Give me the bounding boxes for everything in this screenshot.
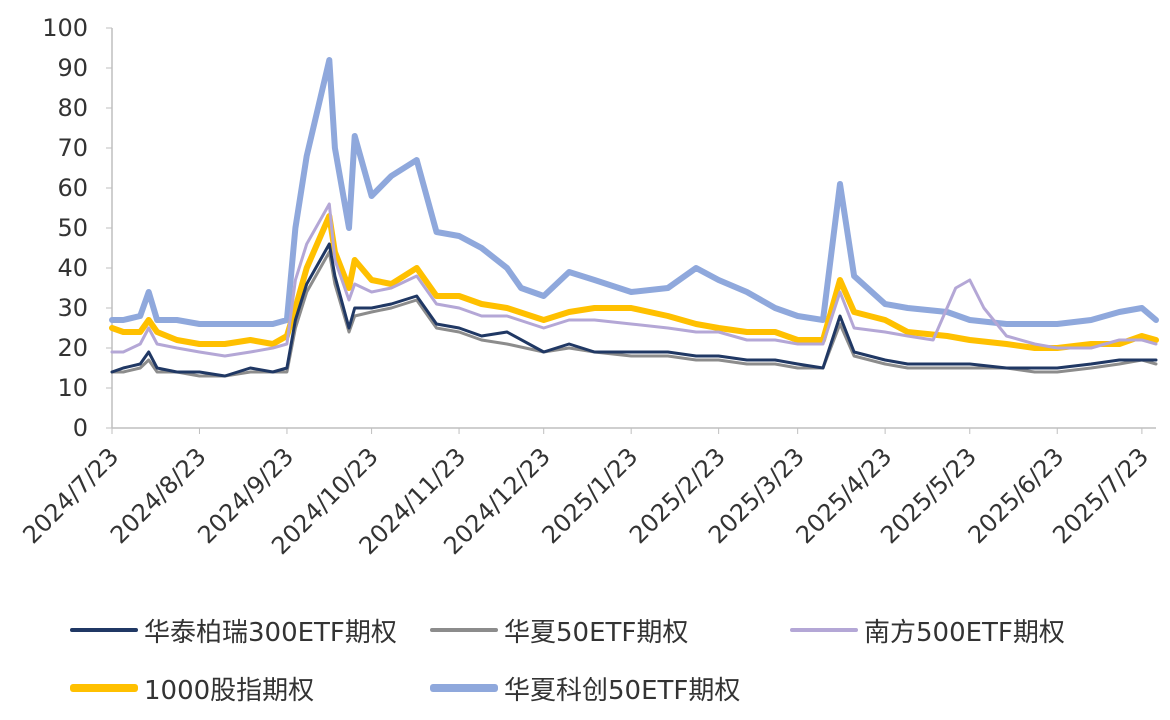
line-chart: 0 10 20 30 40 50 60 70 80 90 100 2024/7/232024/8/2… [17, 14, 1159, 560]
legend: 华泰柏瑞300ETF期权 华夏50ETF期权 南方500ETF期权 1000股指… [0, 600, 1170, 720]
legend-label-zz500: 南方500ETF期权 [864, 617, 1065, 648]
y-tick-label: 0 [73, 414, 88, 442]
legend-label-hs300: 华泰柏瑞300ETF期权 [144, 617, 397, 648]
y-tick-label: 50 [57, 214, 88, 242]
x-axis-ticks: 2024/7/232024/8/232024/9/232024/10/23202… [17, 428, 1154, 560]
legend-label-sz50: 华夏50ETF期权 [504, 617, 689, 648]
legend-item-kc50: 华夏科创50ETF期权 [430, 668, 740, 708]
legend-item-sz50: 华夏50ETF期权 [430, 610, 688, 650]
y-tick-label: 80 [57, 94, 88, 122]
y-tick-label: 30 [57, 294, 88, 322]
legend-label-kc50: 华夏科创50ETF期权 [504, 675, 741, 706]
y-tick-label: 90 [57, 54, 88, 82]
legend-item-zz500: 南方500ETF期权 [790, 610, 1065, 650]
y-tick-label: 60 [57, 174, 88, 202]
y-tick-label: 40 [57, 254, 88, 282]
legend-item-hs300: 华泰柏瑞300ETF期权 [70, 610, 397, 650]
series-line-1 [110, 250, 1158, 378]
series-line-0 [110, 242, 1158, 378]
y-tick-label: 20 [57, 334, 88, 362]
series-line-2 [110, 202, 1158, 358]
series-line-4 [109, 57, 1159, 327]
y-axis-ticks: 0 10 20 30 40 50 60 70 80 90 100 [42, 14, 112, 442]
series-lines [109, 57, 1159, 378]
legend-swatch-sz50 [430, 628, 498, 632]
y-tick-label: 10 [57, 374, 88, 402]
y-tick-label: 70 [57, 134, 88, 162]
y-tick-label: 100 [42, 14, 88, 42]
legend-swatch-zz500 [790, 628, 858, 632]
legend-label-zz1000: 1000股指期权 [144, 675, 315, 706]
series-line-3 [109, 213, 1159, 351]
legend-swatch-zz1000 [70, 684, 138, 692]
legend-item-zz1000: 1000股指期权 [70, 668, 314, 708]
legend-swatch-kc50 [430, 684, 498, 692]
legend-swatch-hs300 [70, 628, 138, 632]
